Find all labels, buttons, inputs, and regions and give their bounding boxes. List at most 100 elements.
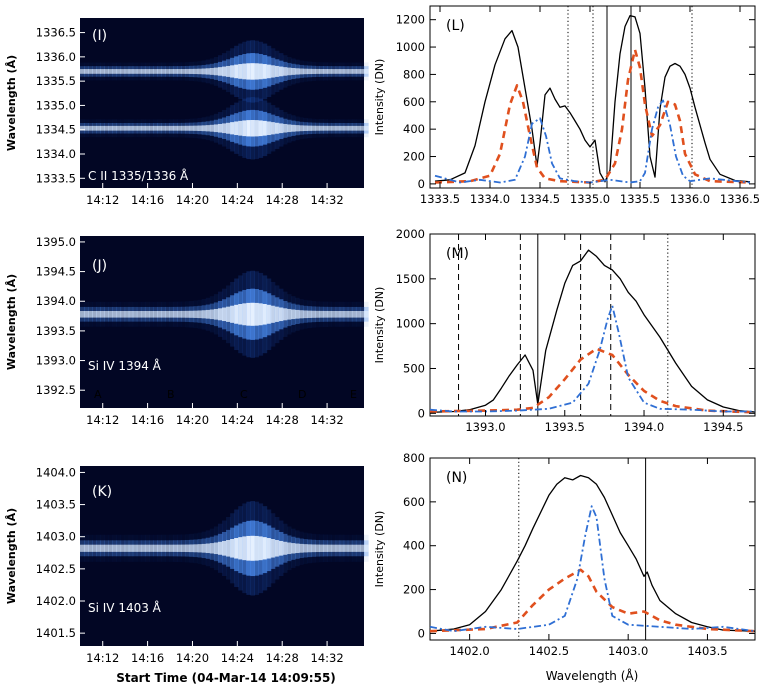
band-core	[197, 544, 203, 553]
band-core	[299, 310, 304, 319]
band-core	[222, 307, 227, 322]
band-core	[246, 535, 251, 561]
band-core	[217, 123, 223, 133]
band-core	[185, 310, 191, 318]
band-core	[282, 123, 288, 133]
x-tick-label: 1394.0	[624, 420, 664, 434]
band-core	[88, 69, 93, 74]
y-tick-label: 1394.5	[36, 265, 76, 279]
band-core	[181, 125, 187, 131]
panel-label-m: (M)	[446, 246, 469, 262]
band-core	[177, 69, 182, 74]
band-core	[355, 125, 361, 131]
band-core	[205, 543, 211, 554]
band-core	[193, 125, 199, 131]
band-core	[262, 537, 268, 560]
series-solid-black	[434, 14, 751, 183]
band-core	[278, 123, 284, 134]
band-core	[270, 305, 276, 323]
panel-label-n: (N)	[446, 470, 467, 486]
band-core	[311, 544, 316, 553]
band-core	[209, 543, 215, 554]
band-core	[193, 544, 199, 553]
band-core	[201, 543, 207, 553]
band-core	[217, 67, 223, 76]
band-core	[319, 310, 324, 318]
band-core	[153, 125, 158, 131]
band-core	[120, 310, 126, 318]
band-core	[88, 544, 93, 552]
band-core	[282, 308, 288, 321]
band-core	[128, 69, 134, 74]
y-tick-label: 0	[418, 626, 425, 640]
band-core	[323, 69, 329, 74]
band-core	[88, 310, 93, 318]
y-tick-label: 1392.5	[36, 383, 76, 397]
band-core	[213, 124, 219, 133]
panel-j: (J) Si IV 1394 Å A B C D E 1395.01394.51…	[5, 235, 369, 427]
band-core	[116, 69, 122, 74]
band-core	[165, 310, 170, 318]
band-core	[193, 68, 199, 75]
band-core	[299, 543, 304, 553]
series-dashdot-blue	[429, 505, 756, 633]
band-core	[165, 125, 170, 131]
band-core	[250, 119, 255, 137]
band-core	[140, 125, 146, 131]
series-solid-black	[429, 474, 756, 632]
band-core	[323, 310, 329, 318]
marker-a: A	[94, 388, 102, 401]
band-core	[116, 310, 122, 318]
band-core	[246, 120, 251, 137]
band-core	[351, 544, 357, 552]
band-core	[128, 125, 134, 131]
band-core	[303, 68, 308, 75]
panel-label-l: (L)	[446, 18, 465, 34]
band-core	[136, 310, 142, 318]
y-tick-label: 1403.5	[36, 498, 76, 512]
panel-label-j: (J)	[92, 258, 107, 274]
band-core	[140, 310, 146, 318]
y-tick-label: 1395.0	[36, 235, 76, 249]
plot-frame	[429, 457, 756, 641]
band-core	[144, 69, 150, 74]
band-core	[213, 67, 219, 76]
band-core	[339, 69, 345, 74]
x-tick-label: 14:20	[176, 193, 209, 207]
band-core	[205, 68, 211, 75]
plot-frame	[429, 5, 756, 189]
y-tick-label: 1401.5	[36, 626, 76, 640]
band-core	[132, 544, 138, 552]
y-tick-label: 1334.5	[36, 123, 76, 137]
band-core	[303, 544, 308, 553]
band-core	[323, 544, 329, 552]
band-core	[177, 125, 182, 131]
band-core	[327, 125, 333, 131]
band-core	[132, 69, 138, 74]
band-core	[213, 542, 219, 555]
y-tick-label: 1393.5	[36, 324, 76, 338]
band-core	[238, 64, 243, 79]
band-core	[347, 125, 353, 131]
band-core	[189, 125, 195, 131]
band-core	[327, 310, 333, 318]
band-core	[331, 544, 337, 552]
band-core	[226, 540, 231, 557]
band-core	[222, 123, 227, 134]
band-core	[144, 310, 150, 318]
band-core	[181, 310, 187, 318]
band-core	[185, 125, 191, 131]
band-core	[315, 544, 320, 553]
band-core	[266, 121, 272, 136]
band-core	[161, 544, 166, 552]
band-core	[290, 543, 296, 554]
band-core	[343, 69, 349, 74]
band-core	[124, 69, 130, 74]
band-core	[80, 69, 85, 74]
band-core	[238, 303, 243, 325]
band-core	[148, 544, 154, 552]
spectrogram-i-bands	[80, 40, 369, 160]
band-core	[343, 125, 349, 131]
band-core	[355, 310, 361, 318]
